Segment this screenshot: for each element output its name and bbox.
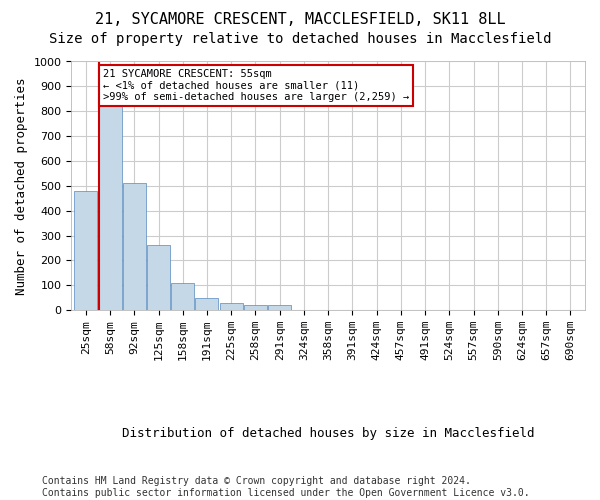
Bar (123, 184, 146, 310)
Text: 21, SYCAMORE CRESCENT, MACCLESFIELD, SK11 8LL: 21, SYCAMORE CRESCENT, MACCLESFIELD, SK1… (95, 12, 505, 28)
Bar (268, 305, 291, 310)
Bar (171, 283, 194, 310)
Bar (220, 302, 243, 310)
Bar (196, 298, 218, 310)
Bar (98, 104, 122, 310)
X-axis label: Distribution of detached houses by size in Macclesfield: Distribution of detached houses by size … (122, 427, 535, 440)
Text: Size of property relative to detached houses in Macclesfield: Size of property relative to detached ho… (49, 32, 551, 46)
Bar (147, 246, 170, 310)
Y-axis label: Number of detached properties: Number of detached properties (15, 77, 28, 294)
Bar (74, 191, 97, 310)
Text: Contains HM Land Registry data © Crown copyright and database right 2024.
Contai: Contains HM Land Registry data © Crown c… (42, 476, 530, 498)
Text: 21 SYCAMORE CRESCENT: 55sqm
← <1% of detached houses are smaller (11)
>99% of se: 21 SYCAMORE CRESCENT: 55sqm ← <1% of det… (103, 69, 409, 102)
Bar (244, 305, 267, 310)
